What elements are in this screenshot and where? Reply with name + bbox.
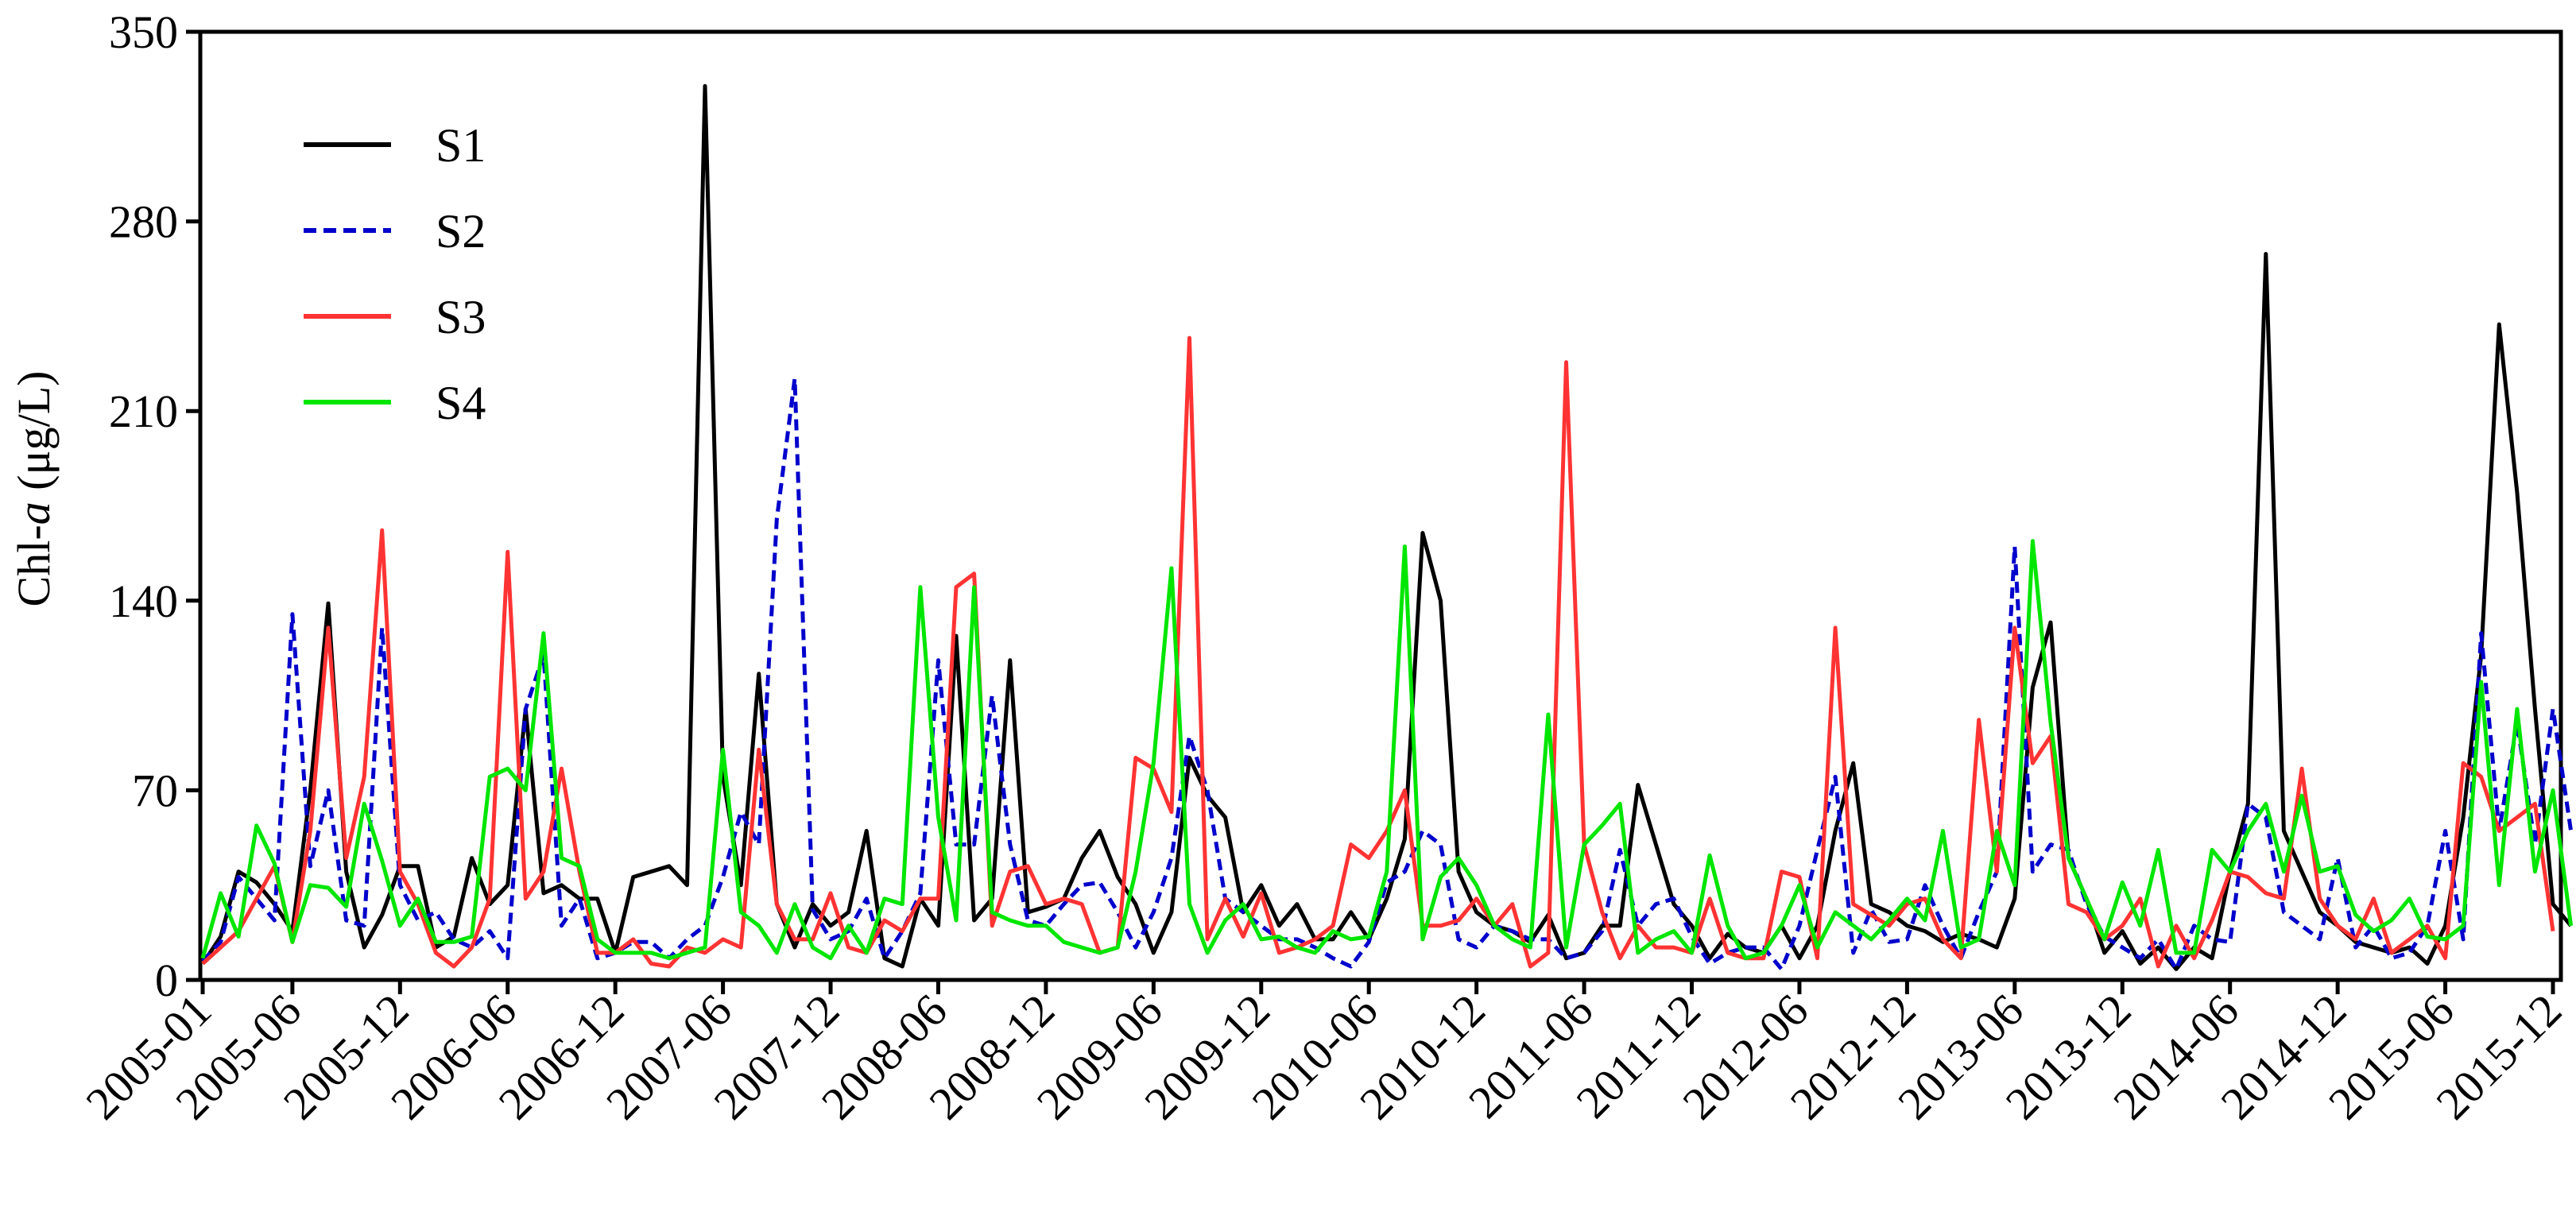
- y-tick-label: 0: [155, 954, 178, 1006]
- y-axis-title: Chl-a (μg/L): [8, 371, 60, 607]
- legend-label-s4: S4: [436, 377, 486, 429]
- series-line-s1: [200, 83, 2573, 971]
- legend-label-s2: S2: [436, 205, 486, 258]
- series-layer: [200, 83, 2574, 971]
- legend: S1 S2 S3 S4: [304, 119, 486, 429]
- legend-label-s3: S3: [436, 291, 486, 343]
- series-line-s4: [200, 539, 2574, 961]
- series-line-s2: [201, 376, 2574, 971]
- series-line-s3: [201, 335, 2555, 969]
- plot-frame: [198, 29, 2563, 982]
- y-axis-title-prefix: Chl-: [8, 525, 60, 606]
- y-tick-label: 140: [109, 575, 178, 627]
- y-tick-label: 210: [109, 385, 178, 437]
- y-tick-label: 280: [109, 196, 178, 248]
- y-axis-title-italic: a: [8, 501, 60, 525]
- y-tick-label: 350: [109, 6, 178, 58]
- legend-label-s1: S1: [436, 119, 486, 172]
- y-tick-label: 70: [132, 765, 178, 816]
- y-axis-title-suffix: (μg/L): [8, 371, 60, 502]
- axes-layer: 0701402102803502005-012005-062005-122006…: [76, 6, 2572, 1129]
